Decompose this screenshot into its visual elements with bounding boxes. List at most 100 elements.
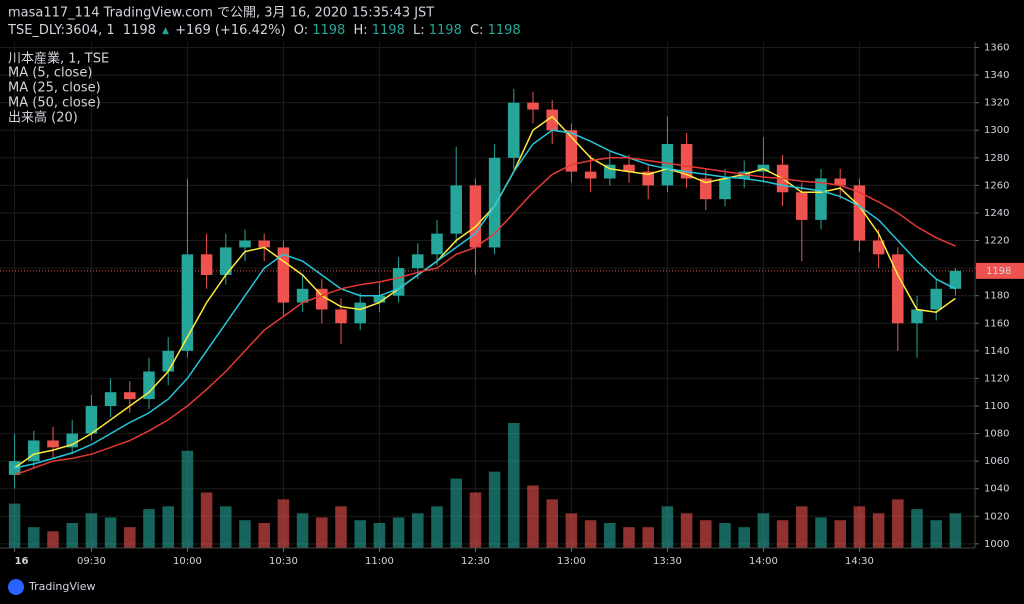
candle-body <box>604 164 616 179</box>
y-tick-label: 1220 <box>984 236 1009 247</box>
y-tick-label: 1180 <box>984 291 1009 302</box>
l-label: L: <box>413 23 425 38</box>
o-label: O: <box>294 23 308 38</box>
candle-body <box>527 102 539 110</box>
volume-bar <box>488 471 501 548</box>
volume-bar <box>892 499 904 548</box>
low: 1198 <box>429 23 462 38</box>
volume-bar <box>738 527 750 548</box>
candle-body <box>584 171 597 179</box>
volume-bar <box>200 492 213 548</box>
volume-bar <box>104 517 117 548</box>
volume-bar <box>584 520 597 548</box>
candle-body <box>316 288 328 310</box>
candle-body <box>623 164 635 172</box>
x-tick-label: 11:00 <box>365 556 394 567</box>
candle-body <box>469 185 482 248</box>
candle-body <box>930 288 942 310</box>
close: 1198 <box>488 23 521 38</box>
volume-bar <box>527 485 539 548</box>
candle-body <box>104 392 117 406</box>
x-tick-label: 10:30 <box>269 556 298 567</box>
volume-bar <box>296 513 309 548</box>
candle-body <box>392 268 405 296</box>
y-tick-label: 1100 <box>984 401 1009 412</box>
candle-body <box>565 130 578 172</box>
volume-bar <box>949 513 962 548</box>
volume-bar <box>181 450 194 548</box>
y-tick-label: 1040 <box>984 484 1009 495</box>
x-tick-label: 13:30 <box>653 556 682 567</box>
candle-body <box>8 461 21 475</box>
chart-title: 川本産業, 1, TSE <box>8 51 109 67</box>
volume-bar <box>776 520 789 548</box>
volume-bar <box>392 517 405 548</box>
candle-body <box>546 109 558 131</box>
x-tick-label: 12:30 <box>461 556 490 567</box>
arrow: ▲ <box>162 26 169 36</box>
open: 1198 <box>312 23 345 38</box>
candle-body <box>85 405 98 434</box>
volume-bar <box>8 503 21 548</box>
h-label: H: <box>353 23 367 38</box>
footer-logo[interactable]: TradingView <box>8 579 95 595</box>
x-tick-label: 09:30 <box>77 556 106 567</box>
legend-entry: 出来高 (20) <box>8 110 78 126</box>
volume-bar <box>680 513 693 548</box>
volume-bar <box>469 492 482 548</box>
volume-bar <box>277 499 290 548</box>
volume-bar <box>623 527 635 548</box>
last-price-box <box>976 262 1024 279</box>
ohlc-line: TSE_DLY:3604, 1 1198 ▲ +169 (+16.42%) O:… <box>7 23 521 38</box>
volume-bar <box>796 506 808 548</box>
candle-body <box>335 309 347 324</box>
candle-body <box>124 392 136 400</box>
symbol: TSE_DLY:3604, 1 <box>7 23 115 38</box>
candle-body <box>719 178 731 200</box>
candle-body <box>277 247 290 303</box>
candle-body <box>258 240 270 248</box>
y-tick-label: 1060 <box>984 456 1009 467</box>
candle-body <box>508 102 520 158</box>
legend-entry: MA (50, close) <box>8 96 101 111</box>
legend-entry: MA (25, close) <box>8 81 101 96</box>
volume-bar <box>66 523 78 548</box>
volume-bar <box>853 506 866 548</box>
candle-body <box>181 254 194 351</box>
candle-body <box>220 247 232 276</box>
candle-body <box>296 288 309 303</box>
last: 1198 <box>123 23 156 38</box>
candle-body <box>143 371 155 400</box>
change: +169 (+16.42%) <box>175 23 285 38</box>
ma-line <box>14 115 956 469</box>
volume-bar <box>642 527 654 548</box>
candle-body <box>162 350 174 372</box>
volume-bar <box>316 517 328 548</box>
x-tick-label: 14:30 <box>845 556 874 567</box>
candle-body <box>949 270 962 289</box>
legend-entry: MA (5, close) <box>8 66 92 81</box>
candle-body <box>661 144 674 186</box>
candle-body <box>834 178 846 186</box>
y-tick-label: 1260 <box>984 180 1009 191</box>
candle-body <box>911 309 923 324</box>
logo-icon <box>8 579 24 595</box>
volume-bar <box>700 520 712 548</box>
volume-bar <box>28 527 40 548</box>
candle-body <box>680 144 693 179</box>
candle-body <box>872 240 885 255</box>
volume-bar <box>239 520 251 548</box>
brand: TradingView <box>28 580 95 593</box>
candle-body <box>239 240 251 248</box>
candle-body <box>892 254 904 324</box>
y-tick-label: 1340 <box>984 70 1009 81</box>
candle-body <box>815 178 827 220</box>
volume-pane <box>8 423 962 548</box>
volume-bar <box>143 509 155 548</box>
candle-body <box>373 295 386 303</box>
c-label: C: <box>470 23 483 38</box>
volume-bar <box>47 531 59 548</box>
candle-body <box>354 302 366 324</box>
y-tick-label: 1140 <box>984 346 1009 357</box>
